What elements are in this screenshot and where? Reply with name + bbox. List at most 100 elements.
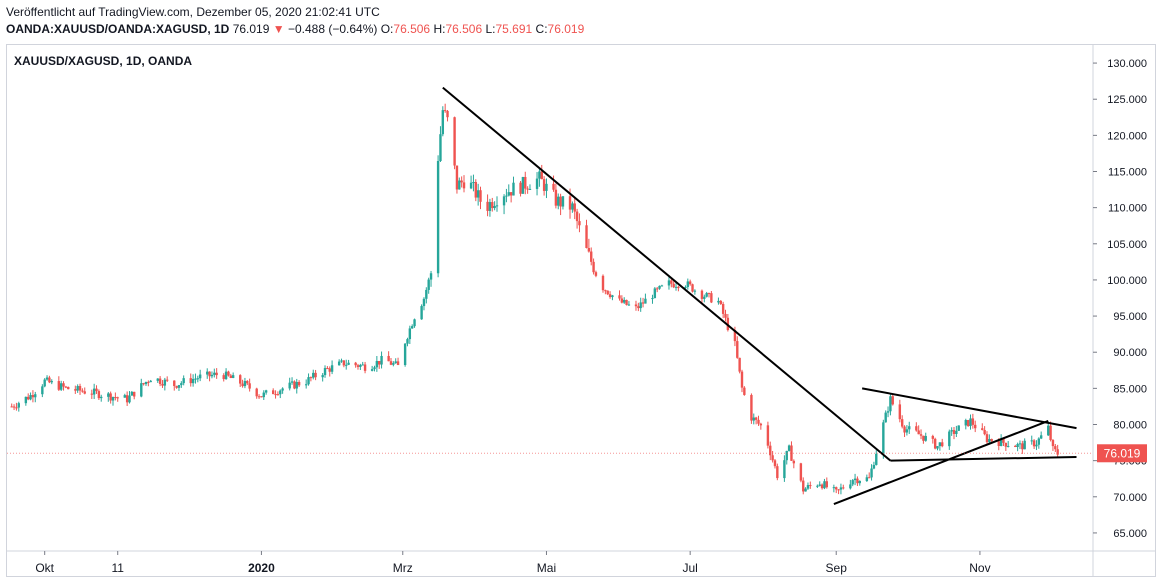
candle-body	[446, 110, 449, 118]
candle-body	[743, 387, 746, 395]
candle-body	[700, 290, 704, 299]
candle-body	[903, 426, 906, 433]
candle-body	[392, 363, 395, 365]
candle-body	[785, 450, 788, 461]
candle-body	[206, 371, 209, 375]
candle-body	[592, 261, 595, 273]
candle-body	[872, 464, 876, 469]
candle-body	[637, 306, 640, 309]
candle-body	[12, 406, 16, 408]
candle-body	[766, 425, 770, 446]
x-tick-label: 2020	[248, 561, 275, 575]
candle-body	[957, 425, 960, 431]
candle-body	[688, 281, 692, 285]
candle-body	[81, 390, 84, 392]
candle-body	[983, 429, 986, 435]
trendline[interactable]	[833, 419, 1049, 505]
candle-body	[43, 379, 46, 387]
candle-body	[870, 468, 873, 478]
candle-body	[505, 195, 508, 197]
candle-body	[1039, 435, 1043, 439]
candle-body	[981, 428, 984, 430]
candle-body	[502, 196, 506, 206]
candle-body	[76, 386, 79, 391]
candle-body	[990, 439, 993, 442]
candle-body	[594, 272, 598, 276]
candle-body	[177, 385, 181, 388]
y-tick-label: 85.000	[1113, 383, 1147, 395]
candle-body	[938, 442, 942, 447]
trendline[interactable]	[442, 86, 892, 462]
candle-body	[140, 383, 143, 397]
candle-body	[453, 117, 456, 166]
candle-body	[175, 386, 178, 388]
candle-body	[905, 429, 909, 433]
candle-body	[163, 379, 167, 386]
candle-body	[707, 293, 711, 295]
candle-body	[528, 188, 532, 190]
candle-body	[95, 388, 98, 392]
trendline[interactable]	[890, 456, 1077, 462]
candle-body	[288, 382, 291, 389]
candle-body	[585, 225, 588, 248]
candle-body	[111, 397, 115, 401]
trendline[interactable]	[861, 387, 1077, 430]
candle-body	[436, 161, 440, 274]
candle-body	[229, 375, 232, 378]
candle-body	[1030, 440, 1033, 442]
candle-body	[776, 466, 779, 479]
candle-body	[271, 390, 275, 395]
candle-body	[849, 484, 852, 489]
candle-body	[10, 406, 13, 408]
candle-body	[601, 275, 605, 291]
symbol-label[interactable]: OANDA:XAUUSD/OANDA:XAGUSD, 1D	[6, 22, 230, 36]
candle-body	[472, 182, 475, 184]
candle-body	[717, 300, 720, 303]
candle-body	[952, 430, 956, 434]
y-tick-label: 130.000	[1107, 58, 1147, 70]
candle-body	[948, 431, 951, 447]
candle-body	[373, 367, 376, 370]
candle-body	[425, 289, 428, 299]
candle-body	[799, 463, 803, 481]
candle-body	[64, 386, 68, 388]
candle-body	[792, 460, 796, 464]
candle-body	[512, 182, 515, 196]
candle-body	[439, 134, 442, 162]
candle-body	[865, 477, 869, 481]
candle-body	[936, 446, 939, 449]
candle-body	[90, 393, 94, 395]
candle-body	[227, 371, 230, 376]
candle-body	[321, 375, 324, 378]
pane-title: XAUUSD/XAGUSD, 1D, OANDA	[14, 54, 193, 68]
candle-body	[41, 386, 44, 395]
candle-body	[790, 445, 793, 461]
candle-body	[62, 383, 65, 387]
candle-body	[839, 487, 843, 490]
candle-body	[361, 364, 364, 366]
candle-body	[969, 418, 972, 427]
candle-body	[128, 395, 131, 403]
candle-body	[941, 442, 944, 447]
candle-body	[1021, 443, 1024, 450]
candle-body	[752, 417, 755, 421]
candle-body	[882, 422, 885, 454]
candle-body	[378, 360, 381, 365]
candle-body	[191, 378, 195, 384]
candle-body	[427, 279, 430, 290]
candle-body	[710, 293, 713, 303]
candle-body	[773, 460, 777, 467]
open-value: 76.506	[393, 22, 431, 36]
candle-body	[618, 295, 621, 299]
candle-body	[853, 478, 857, 481]
candle-body	[276, 394, 280, 396]
candle-body	[493, 206, 496, 209]
candle-body	[208, 371, 211, 377]
candle-body	[915, 426, 918, 431]
candle-body	[524, 176, 527, 189]
candle-body	[575, 211, 579, 222]
candle-body	[210, 374, 214, 377]
candle-body	[345, 364, 348, 366]
candle-body	[347, 362, 350, 365]
